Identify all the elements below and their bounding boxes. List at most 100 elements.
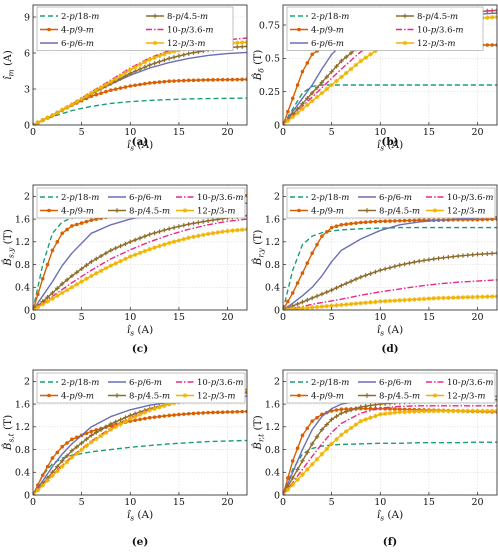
data-point-marker [245,77,247,82]
data-point-marker [89,273,94,279]
legend-box [286,6,484,51]
data-point-marker [240,409,244,414]
data-point-marker [55,293,60,299]
data-point-marker [295,467,300,472]
data-point-marker [181,236,187,242]
data-point-marker [103,250,109,256]
data-point-marker [55,240,60,244]
x-tick-label: 15 [173,312,185,323]
legend-label: 8-p/4.5-m [379,392,420,402]
legend-entry: 4-p/9-m [40,207,94,217]
data-point-marker [314,94,320,100]
data-point-marker [147,408,153,413]
chart-panel: 0 5 10 15 20 0 0.4 0.8 1.2 1.6 2 îs (A) B̂s,y (T) 2-p… [1,184,248,355]
data-point-marker [74,451,80,456]
legend-marker [432,208,438,213]
legend-entry: 6-p/6-m [108,193,162,203]
data-point-marker [244,44,247,49]
data-point-marker [485,251,490,256]
data-point-marker [285,307,291,310]
data-point-marker [235,44,240,50]
data-point-marker [50,290,55,296]
legend-entry: 2-p/18-m [40,193,99,203]
data-point-marker [382,411,388,417]
data-point-marker [137,412,143,417]
data-point-marker [300,101,305,106]
data-point-marker [354,221,358,225]
data-point-marker [245,193,247,198]
data-point-marker [162,414,167,418]
series-4-p/9-m [33,77,247,125]
legend-marker [402,13,408,19]
data-point-marker [295,281,300,285]
data-point-marker [484,294,490,299]
data-point-marker [137,67,143,72]
data-point-marker [324,422,329,427]
data-point-marker [157,53,162,59]
data-point-marker [339,283,344,288]
data-point-marker [239,44,245,49]
data-point-marker [426,408,432,414]
data-point-marker [152,245,157,250]
data-point-marker [310,419,314,423]
legend-label: 2-p/18-m [311,12,349,22]
data-point-marker [402,297,407,303]
data-point-marker [300,458,305,464]
data-point-marker [295,306,300,310]
data-point-marker [344,222,349,227]
legend-entry: 4-p/9-m [290,392,344,402]
series-12-p/3-m [283,294,497,310]
data-point-marker [162,57,167,63]
legend-entry: 6-p/6-m [358,193,412,203]
data-point-marker [98,433,104,439]
series-line [33,218,247,310]
data-point-marker [319,304,325,309]
x-tick-label: 10 [124,497,136,508]
data-point-marker [181,223,186,228]
data-point-marker [127,254,133,259]
series-8-p/4.5-m [33,390,247,495]
data-point-marker [40,483,46,488]
data-point-marker [211,410,215,415]
data-point-marker [108,427,114,432]
data-point-marker [55,468,60,474]
data-point-marker [353,406,359,411]
legend-marker [402,40,408,46]
data-point-marker [244,213,247,218]
data-point-marker [324,86,330,92]
data-point-marker [300,299,305,305]
legend-box [286,187,496,219]
data-point-marker [93,436,99,442]
x-tick-label: 0 [280,312,286,323]
data-point-marker [382,298,388,304]
data-point-marker [329,82,334,88]
data-point-marker [89,90,94,96]
data-point-marker [494,397,497,402]
legend-marker [297,27,301,32]
legend-marker [152,40,158,46]
data-point-marker [40,117,46,123]
data-point-marker [176,53,182,59]
data-point-marker [113,419,118,425]
data-point-marker [485,217,490,222]
data-point-marker [94,256,99,262]
data-point-marker [426,296,432,301]
x-axis-label: îs (A) [127,324,153,338]
legend-entry: 6-p/6-m [358,378,412,388]
y-tick-label: 9 [24,12,30,23]
data-point-marker [157,243,162,249]
legend-entry: 2-p/18-m [290,378,349,388]
data-point-marker [305,426,310,431]
data-point-marker [285,487,291,493]
series-10-p/3.6-m [283,279,497,310]
data-point-marker [475,294,480,300]
data-point-marker [378,268,383,273]
data-point-marker [334,303,339,308]
legend-entry: 4-p/9-m [290,26,344,36]
data-point-marker [363,300,368,306]
data-point-marker [157,59,162,64]
data-point-marker [334,437,339,442]
data-point-marker [300,305,305,310]
series-2-p/18-m [33,439,247,495]
legend-label: 12-p/3-m [197,207,235,217]
